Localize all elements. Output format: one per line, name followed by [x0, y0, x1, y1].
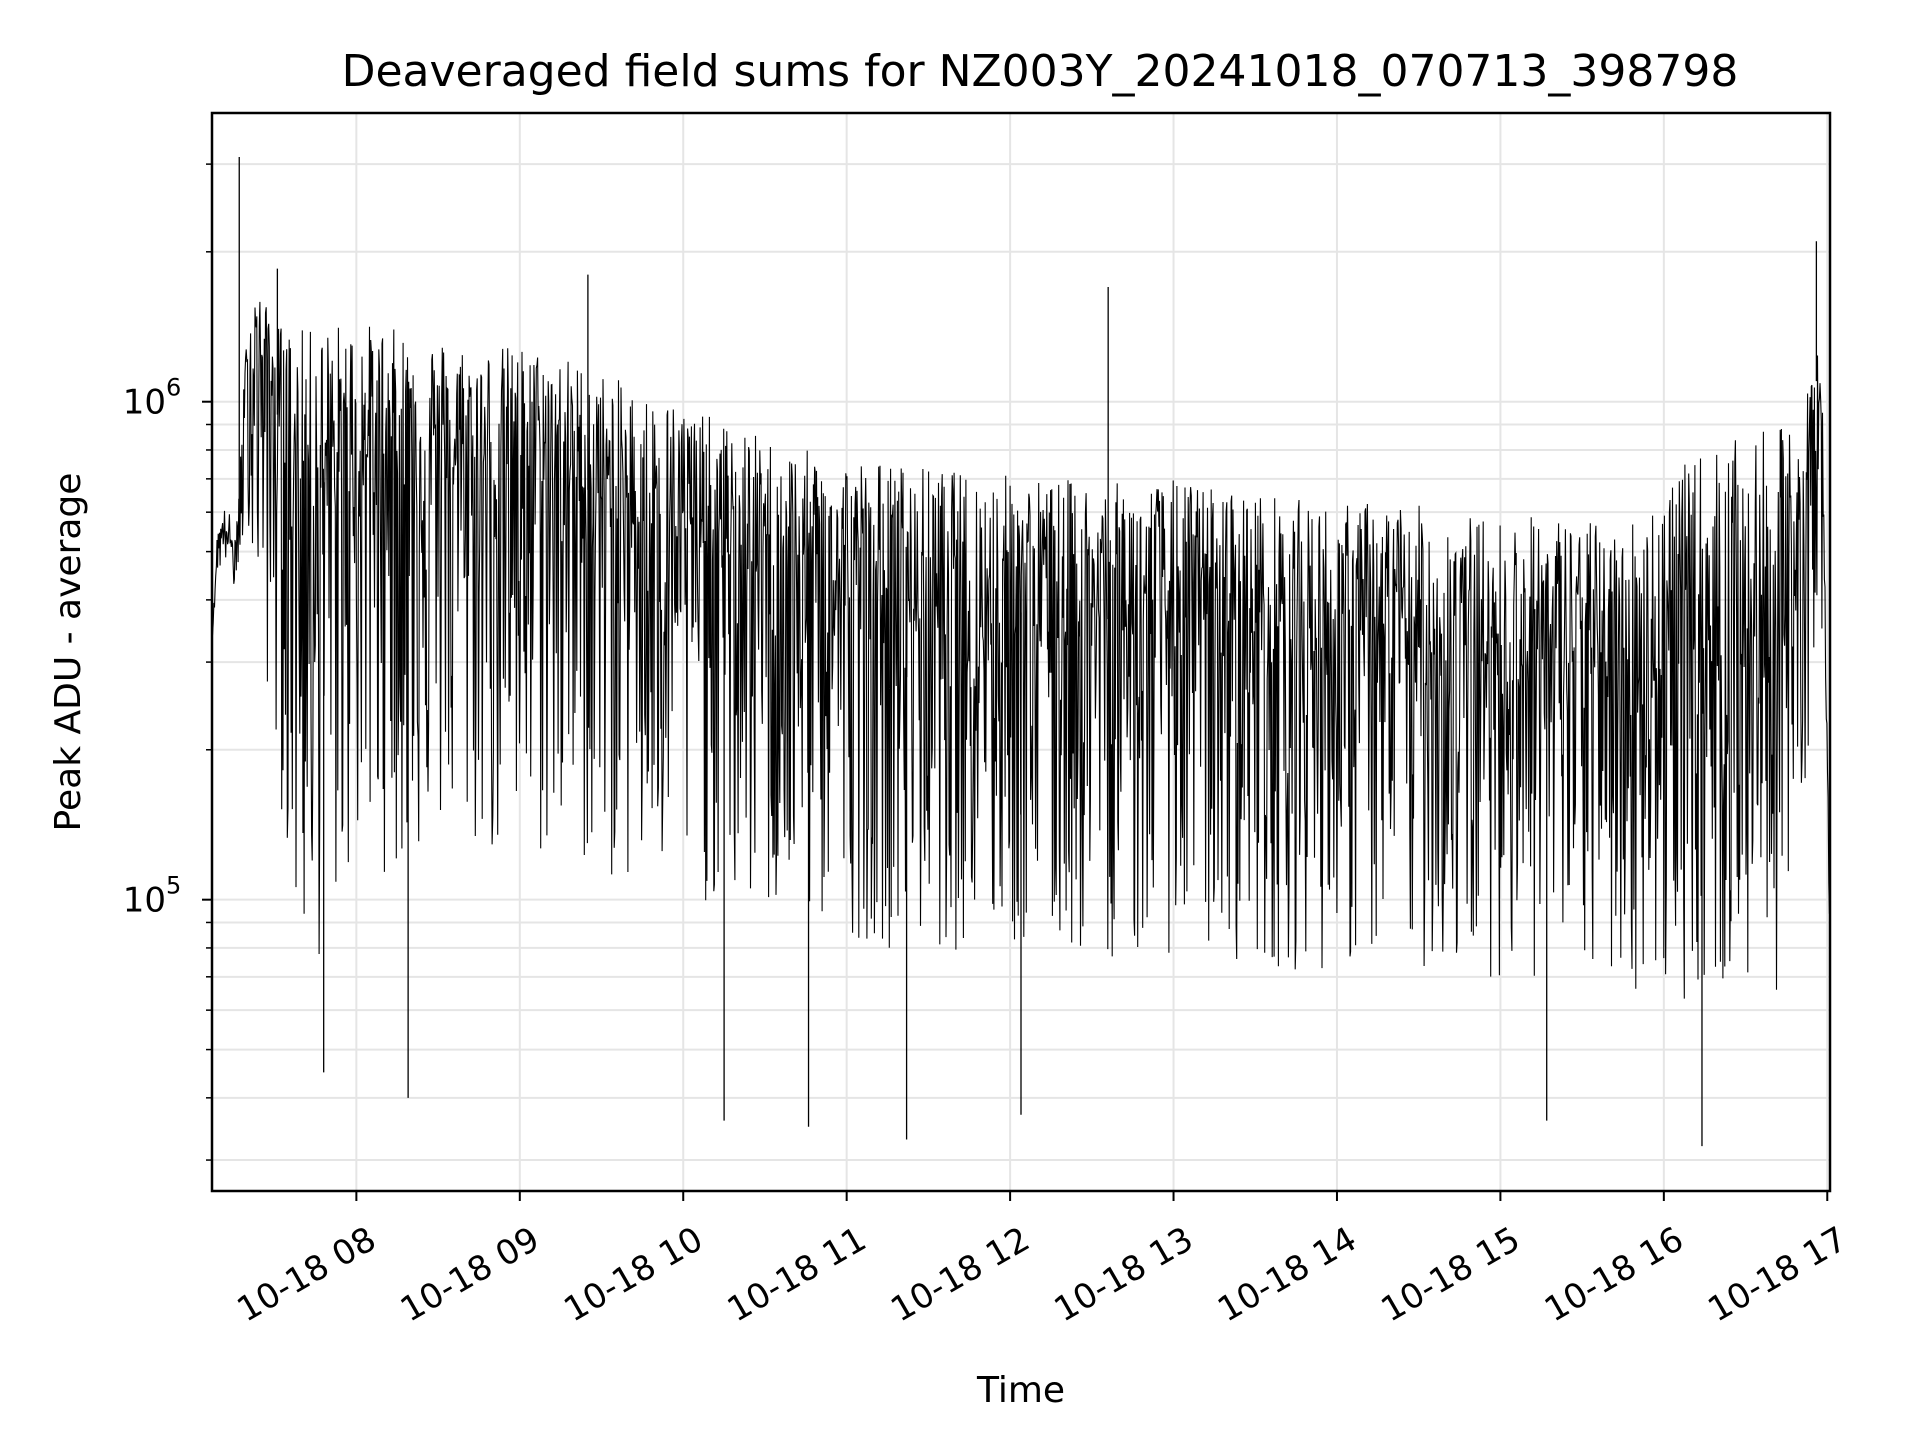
y-tick-exponent: 5	[166, 872, 181, 900]
data-layer	[211, 157, 1831, 1147]
y-tick-label: 105	[123, 872, 182, 921]
chart-title: Deaveraged field sums for NZ003Y_2024101…	[342, 46, 1739, 97]
x-axis-label: Time	[976, 1370, 1065, 1411]
plot-frame	[210, 111, 1832, 1193]
y-tick-exponent: 6	[166, 374, 181, 402]
y-axis-label: Peak ADU - average	[48, 473, 89, 832]
